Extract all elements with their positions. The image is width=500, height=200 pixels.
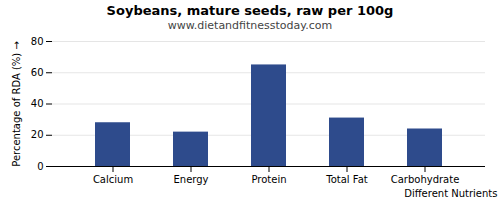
- svg-text:60: 60: [31, 67, 44, 78]
- svg-text:Energy: Energy: [173, 174, 208, 185]
- svg-text:Protein: Protein: [251, 174, 286, 185]
- svg-text:80: 80: [31, 36, 44, 47]
- html-text:www.dietandfitnesstoday.com: www.dietandfitnesstoday.com: [167, 19, 333, 32]
- svg-text:Total Fat: Total Fat: [325, 174, 367, 185]
- svg-text:Carbohydrate: Carbohydrate: [391, 174, 460, 185]
- svg-text:Different Nutrients: Different Nutrients: [404, 188, 497, 199]
- svg-text:Percentage of RDA (%) →: Percentage of RDA (%) →: [11, 41, 22, 167]
- html-text:Soybeans, mature seeds, raw pe: Soybeans, mature seeds, raw per 100g: [106, 3, 394, 18]
- svg-text:40: 40: [31, 98, 44, 109]
- svg-text:Calcium: Calcium: [93, 174, 133, 185]
- svg-text:20: 20: [31, 129, 44, 140]
- svg-text:0: 0: [37, 161, 43, 172]
